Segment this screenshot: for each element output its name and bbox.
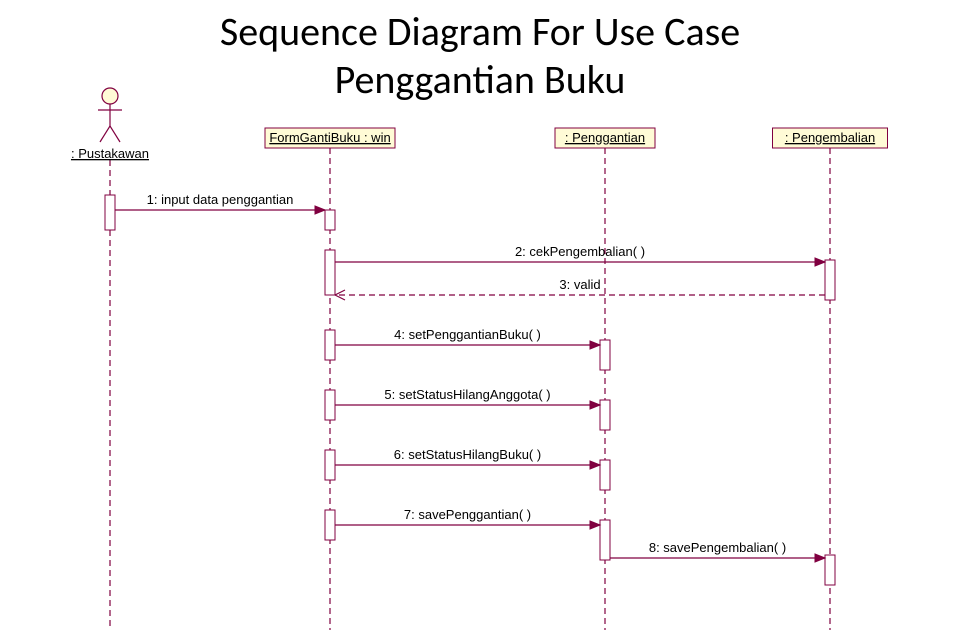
activation-form-4 [325, 330, 335, 360]
message-label-6: 6: setStatusHilangBuku( ) [394, 447, 541, 462]
arrow-solid-4 [590, 341, 600, 349]
actor-leg-r [110, 126, 120, 142]
activation-penggantian-5 [600, 340, 610, 370]
arrow-solid-8 [815, 554, 825, 562]
sequence-diagram: 1: input data penggantian 2: cekPengembal… [0, 0, 960, 630]
activation-form-10 [325, 510, 335, 540]
actor-leg-l [100, 126, 110, 142]
activation-pengembalian-3 [825, 260, 835, 300]
arrow-solid-1 [315, 206, 325, 214]
activation-penggantian-9 [600, 460, 610, 490]
activation-penggantian-11 [600, 520, 610, 560]
lifeline-label-pengembalian: : Pengembalian [785, 130, 875, 145]
message-label-4: 4: setPenggantianBuku( ) [394, 327, 541, 342]
message-label-5: 5: setStatusHilangAnggota( ) [384, 387, 550, 402]
arrow-solid-6 [590, 461, 600, 469]
lifeline-label-actor: : Pustakawan [71, 146, 149, 161]
activation-actor-0 [105, 195, 115, 230]
activation-form-2 [325, 250, 335, 295]
lifeline-label-form: FormGantiBuku : win [269, 130, 390, 145]
message-label-7: 7: savePenggantian( ) [404, 507, 531, 522]
message-label-8: 8: savePengembalian( ) [649, 540, 786, 555]
message-label-2: 2: cekPengembalian( ) [515, 244, 645, 259]
message-label-1: 1: input data penggantian [147, 192, 294, 207]
arrow-solid-2 [815, 258, 825, 266]
lifeline-label-penggantian: : Penggantian [565, 130, 645, 145]
activation-penggantian-7 [600, 400, 610, 430]
activation-form-8 [325, 450, 335, 480]
activation-form-6 [325, 390, 335, 420]
arrow-solid-5 [590, 401, 600, 409]
message-label-3: 3: valid [559, 277, 600, 292]
actor-head-icon [102, 88, 118, 104]
arrow-solid-7 [590, 521, 600, 529]
activation-pengembalian-12 [825, 555, 835, 585]
activation-form-1 [325, 210, 335, 230]
